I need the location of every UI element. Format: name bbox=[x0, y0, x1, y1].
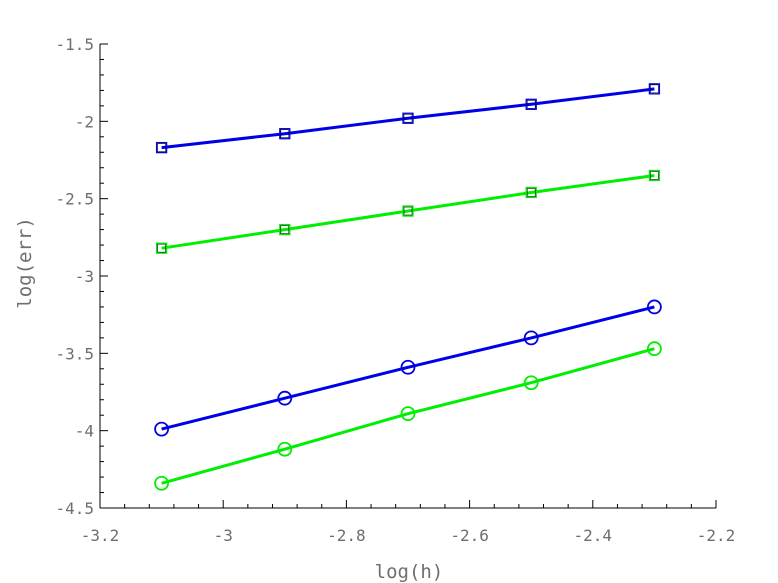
data-point bbox=[648, 83, 661, 95]
x-tick-label: -2.2 bbox=[697, 526, 736, 545]
series-4 bbox=[154, 341, 662, 491]
data-point bbox=[154, 421, 170, 437]
data-point bbox=[525, 186, 537, 199]
data-point-outline bbox=[157, 243, 166, 253]
x-axis-label: log(h) bbox=[375, 561, 444, 583]
data-point bbox=[154, 475, 170, 491]
data-point-outline bbox=[526, 188, 536, 197]
data-point bbox=[400, 359, 416, 375]
data-point bbox=[400, 406, 416, 422]
data-point-outline bbox=[280, 129, 290, 139]
data-point bbox=[648, 169, 661, 182]
data-point bbox=[402, 112, 414, 124]
data-point bbox=[402, 205, 414, 217]
series-3 bbox=[154, 299, 662, 437]
series-line bbox=[161, 305, 655, 431]
series-1 bbox=[155, 83, 661, 154]
axes: -3.2 -3 -2.8 -2.6 -2.4 -2.2 -1.5 -2 -2.5 -3 -3.5 -4… bbox=[55, 35, 735, 545]
data-point bbox=[279, 128, 291, 140]
y-tick-label: -3 bbox=[75, 267, 94, 286]
data-point bbox=[647, 341, 662, 357]
y-axis-label: log(err) bbox=[14, 217, 36, 309]
data-point-outline bbox=[650, 84, 659, 94]
x-tick-label: -2.6 bbox=[450, 526, 489, 545]
data-point bbox=[277, 441, 293, 457]
data-point bbox=[525, 98, 537, 110]
x-tick-label: -2.8 bbox=[327, 526, 366, 545]
data-point bbox=[523, 330, 539, 346]
series-line bbox=[161, 87, 655, 150]
x-tick-label: -3 bbox=[214, 526, 233, 545]
data-point-outline bbox=[526, 100, 536, 109]
data-point-outline bbox=[280, 225, 290, 234]
y-tick-label: -2 bbox=[75, 112, 94, 131]
series-line bbox=[161, 347, 655, 485]
series-line bbox=[161, 174, 655, 250]
data-point-outline bbox=[403, 113, 413, 123]
y-tick-label: -4 bbox=[75, 422, 94, 441]
data-point-outline bbox=[403, 206, 413, 216]
y-tick-label: -2.5 bbox=[55, 190, 94, 209]
y-tick-label: -3.5 bbox=[55, 344, 94, 363]
x-tick-label: -3.2 bbox=[81, 526, 120, 545]
series-layer bbox=[154, 83, 662, 491]
data-point bbox=[279, 223, 291, 236]
y-tick-label: -4.5 bbox=[55, 499, 94, 518]
data-point-outline bbox=[650, 171, 659, 180]
y-tick-label: -1.5 bbox=[55, 35, 94, 54]
data-point bbox=[523, 375, 539, 391]
data-point bbox=[155, 242, 168, 254]
data-point bbox=[277, 390, 293, 406]
data-point-outline bbox=[157, 143, 166, 152]
x-tick-label: -2.4 bbox=[574, 526, 613, 545]
data-point bbox=[647, 299, 662, 315]
data-point bbox=[155, 141, 168, 154]
series-2 bbox=[155, 169, 661, 254]
